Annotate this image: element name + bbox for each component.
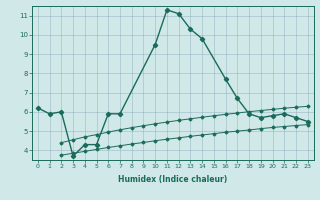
X-axis label: Humidex (Indice chaleur): Humidex (Indice chaleur): [118, 175, 228, 184]
